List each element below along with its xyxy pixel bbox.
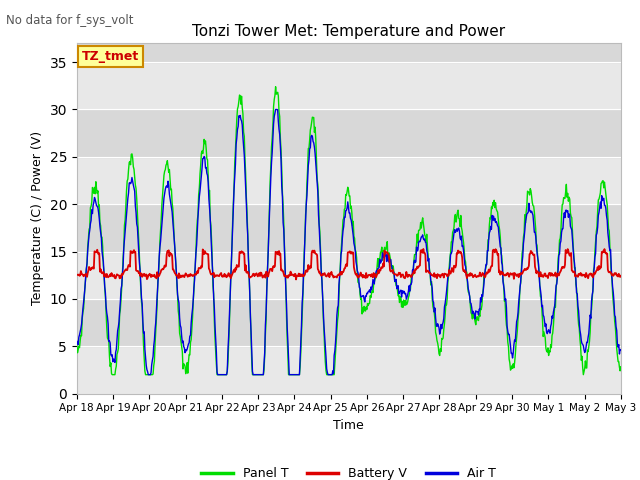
Panel T [272, 84, 280, 90]
Bar [77, 346, 621, 394]
Air T [106, 340, 114, 346]
Panel T [73, 342, 81, 348]
Line: Panel T: Panel T [77, 87, 621, 375]
Legend: Panel T, Battery V, Air T: Panel T, Battery V, Air T [196, 462, 501, 480]
Panel T [108, 372, 116, 378]
Text: No data for f_sys_volt: No data for f_sys_volt [6, 14, 134, 27]
Air T [487, 224, 495, 229]
Bar [77, 204, 621, 252]
Battery V [543, 273, 550, 279]
Panel T [390, 272, 398, 277]
Battery V [419, 246, 427, 252]
Battery V [292, 276, 300, 282]
Air T [543, 329, 550, 335]
Panel T [487, 216, 495, 222]
Line: Battery V: Battery V [77, 249, 621, 279]
Panel T [106, 363, 114, 369]
Panel T [421, 232, 429, 238]
X-axis label: Time: Time [333, 419, 364, 432]
Battery V [106, 272, 114, 277]
Air T [617, 347, 625, 353]
Air T [390, 270, 398, 276]
Air T [272, 107, 280, 112]
Battery V [421, 250, 429, 256]
Text: TZ_tmet: TZ_tmet [82, 50, 140, 63]
Bar [77, 62, 621, 109]
Bar [77, 109, 621, 157]
Title: Tonzi Tower Met: Temperature and Power: Tonzi Tower Met: Temperature and Power [192, 24, 506, 39]
Air T [421, 236, 429, 242]
Bar [77, 157, 621, 204]
Y-axis label: Temperature (C) / Power (V): Temperature (C) / Power (V) [31, 132, 44, 305]
Battery V [617, 273, 625, 279]
Bar [77, 299, 621, 346]
Air T [73, 338, 81, 344]
Air T [404, 288, 412, 294]
Battery V [487, 264, 495, 270]
Bar [77, 252, 621, 299]
Battery V [404, 274, 412, 280]
Panel T [543, 348, 550, 354]
Bar [77, 43, 621, 62]
Line: Air T: Air T [77, 109, 621, 375]
Battery V [73, 272, 81, 278]
Air T [145, 372, 152, 378]
Panel T [404, 295, 412, 300]
Panel T [617, 364, 625, 370]
Battery V [390, 270, 397, 276]
